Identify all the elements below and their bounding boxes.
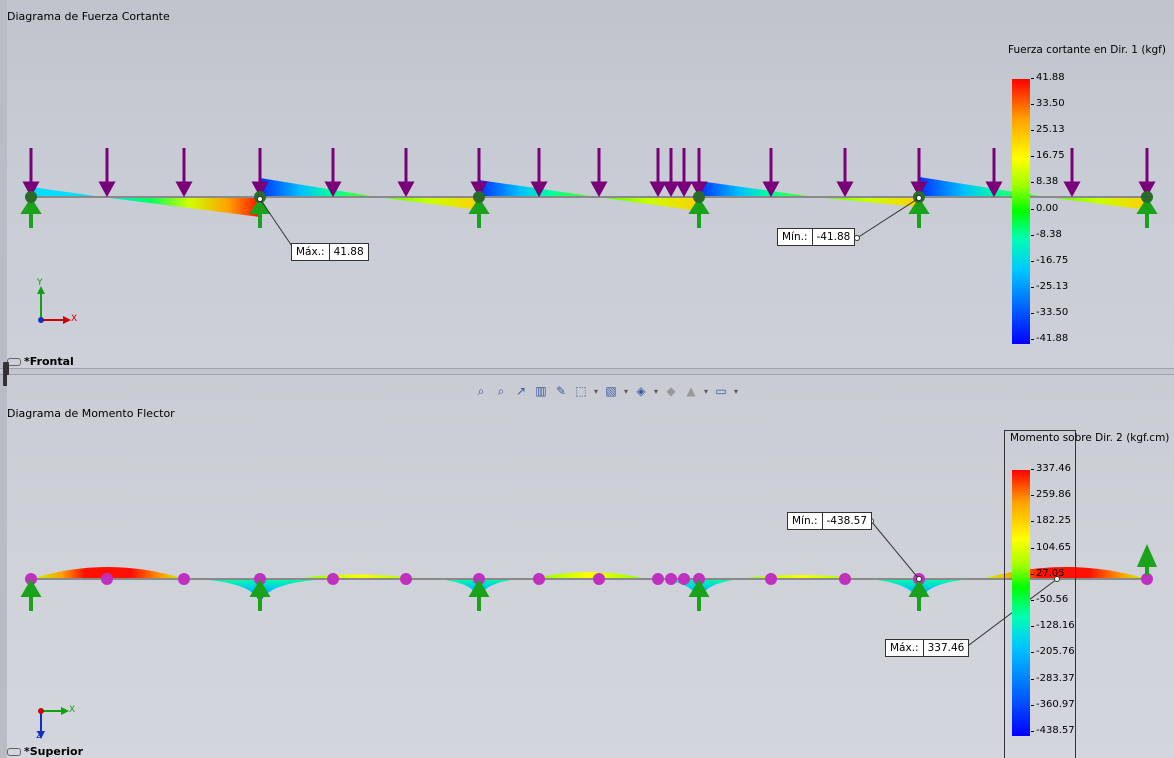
axis-y-label: Y <box>37 278 43 288</box>
shear-legend-tick-3: 16.75 <box>1031 150 1065 162</box>
moment-diagram-title: Diagrama de Momento Flector <box>7 407 175 420</box>
axis-x-label: X <box>71 314 78 324</box>
chevron-down-icon[interactable]: ▾ <box>653 386 658 396</box>
min-leader <box>856 197 920 239</box>
max-callout-bottom-label: Máx.: <box>886 640 924 656</box>
shear-legend-tick-1: 33.50 <box>1031 98 1065 110</box>
moment-legend-tick-1: 259.86 <box>1031 489 1071 501</box>
viewport-splitter[interactable] <box>0 368 1174 375</box>
apply-scene-icon[interactable]: ▲ <box>686 384 696 398</box>
moment-legend-tick-9: -360.97 <box>1031 698 1075 710</box>
chevron-down-icon[interactable]: ▾ <box>733 386 738 396</box>
support-arrows <box>20 197 1158 228</box>
edit-appearance-icon[interactable]: ◆ <box>666 384 676 398</box>
moment-legend-tick-2: 182.25 <box>1031 515 1071 527</box>
view-settings-icon[interactable]: ▭ <box>715 384 727 398</box>
max-callout-bottom[interactable]: Máx.: 337.46 <box>885 639 970 657</box>
shear-span-3-down <box>597 197 699 211</box>
moment-diagram-graphic <box>20 518 1158 739</box>
hide-show-icon[interactable]: ◈ <box>636 384 646 398</box>
triad-xz <box>37 707 69 739</box>
shear-legend-tick-7: -16.75 <box>1030 254 1069 266</box>
previous-view-icon[interactable]: ↗ <box>515 384 527 398</box>
min-callout-bottom-value: -438.57 <box>826 515 868 527</box>
triad-xy <box>37 286 71 324</box>
load-arrows <box>22 148 1156 198</box>
moment-legend-tick-0: 337.46 <box>1031 463 1071 474</box>
shear-legend-tick-0: 41.88 <box>1031 72 1065 83</box>
chevron-down-icon[interactable]: ▾ <box>593 386 598 396</box>
shear-legend-tick-4: 8.38 <box>1030 176 1059 188</box>
zoom-fit-icon[interactable]: ⌕ <box>477 383 485 398</box>
max-leader-bottom <box>964 578 1058 649</box>
splitter-grip[interactable] <box>3 362 9 386</box>
dynamic-annotation-icon[interactable]: ✎ <box>555 384 567 398</box>
max-leader <box>259 198 297 253</box>
zoom-area-icon[interactable]: ⌕ <box>497 383 505 398</box>
min-callout-value: -41.88 <box>816 231 851 243</box>
view-label-superior-text: *Superior <box>24 745 84 758</box>
max-callout-label: Máx.: <box>292 244 330 260</box>
shear-legend-tick-2: 25.13 <box>1031 124 1065 136</box>
shear-span-4-up <box>699 181 815 197</box>
heads-up-view-toolbar: ⌕ ⌕ ↗ ▥ ✎ ⬚ ▾ ▧ ▾ ◈ ▾ ◆ ▲ ▾ ▭ ▾ <box>473 383 739 399</box>
min-callout-bottom-label: Mín.: <box>788 513 823 529</box>
min-callout-bottom[interactable]: Mín.: -438.57 <box>787 512 873 530</box>
shear-legend-tick-6: -8.38 <box>1031 228 1062 240</box>
moment-span-1-positive <box>31 567 185 579</box>
shear-legend-tick-10: -41.88 <box>1030 333 1069 344</box>
moment-legend-tick-10: -438.57 <box>1031 725 1075 736</box>
shear-legend-tick-9: -33.50 <box>1030 306 1069 318</box>
max-callout-bottom-value: 337.46 <box>927 642 965 654</box>
shear-legend-tick-5: 0.00 <box>1030 202 1059 214</box>
load-points <box>25 573 1153 585</box>
axis-z-label: Z <box>36 731 43 741</box>
link-view-icon <box>7 747 21 756</box>
shear-span-4-down <box>815 197 919 207</box>
moment-diagram-viewport[interactable]: Diagrama de Momento Flector <box>7 375 1174 758</box>
moment-legend-tick-6: -128.16 <box>1031 620 1075 632</box>
link-view-icon <box>7 357 21 366</box>
min-callout-label: Mín.: <box>778 229 813 245</box>
axis-x-label-bottom: X <box>69 705 76 715</box>
shear-diagram-viewport[interactable]: Diagrama de Fuerza Cortante <box>7 0 1174 370</box>
moment-legend-tick-5: -50.56 <box>1030 594 1069 605</box>
moment-span-3-positive <box>532 572 647 579</box>
view-label-superior[interactable]: *Superior <box>7 745 83 758</box>
shear-legend-tick-8: -25.13 <box>1030 280 1069 292</box>
moment-legend-tick-4: 27.05 <box>1031 567 1065 579</box>
moment-legend-tick-7: -205.76 <box>1031 646 1075 658</box>
shear-span-1-down <box>102 197 260 217</box>
view-orientation-icon[interactable]: ⬚ <box>575 384 587 398</box>
chevron-down-icon[interactable]: ▾ <box>703 386 708 396</box>
chevron-down-icon[interactable]: ▾ <box>623 386 628 396</box>
moment-legend-title: Momento sobre Dir. 2 (kgf.cm) <box>1010 432 1170 444</box>
shear-span-2-down <box>377 197 479 210</box>
view-label-frontal[interactable]: *Frontal <box>7 355 74 368</box>
support-arrows-bottom <box>20 544 1158 611</box>
shear-legend-colorbar <box>1012 79 1030 344</box>
moment-legend-colorbar <box>1012 470 1030 736</box>
max-callout-value: 41.88 <box>333 246 364 258</box>
shear-span-5-down <box>1047 197 1147 210</box>
display-style-icon[interactable]: ▧ <box>605 384 617 398</box>
view-label-frontal-text: *Frontal <box>24 355 74 368</box>
support-nodes <box>25 191 1153 203</box>
shear-span-2-up <box>260 178 377 197</box>
moment-legend-tick-3: 104.65 <box>1031 541 1071 553</box>
max-callout[interactable]: Máx.: 41.88 <box>291 243 369 261</box>
min-leader-bottom <box>870 520 920 580</box>
shear-diagram-title: Diagrama de Fuerza Cortante <box>7 10 170 23</box>
section-view-icon[interactable]: ▥ <box>535 384 547 398</box>
min-callout[interactable]: Mín.: -41.88 <box>777 228 856 246</box>
shear-diagram-graphic <box>20 148 1158 324</box>
moment-legend-tick-8: -283.37 <box>1031 672 1075 684</box>
moment-legend-frame <box>1004 430 1076 758</box>
shear-legend-title: Fuerza cortante en Dir. 1 (kgf) <box>1008 44 1166 56</box>
shear-span-1-up <box>31 187 102 197</box>
